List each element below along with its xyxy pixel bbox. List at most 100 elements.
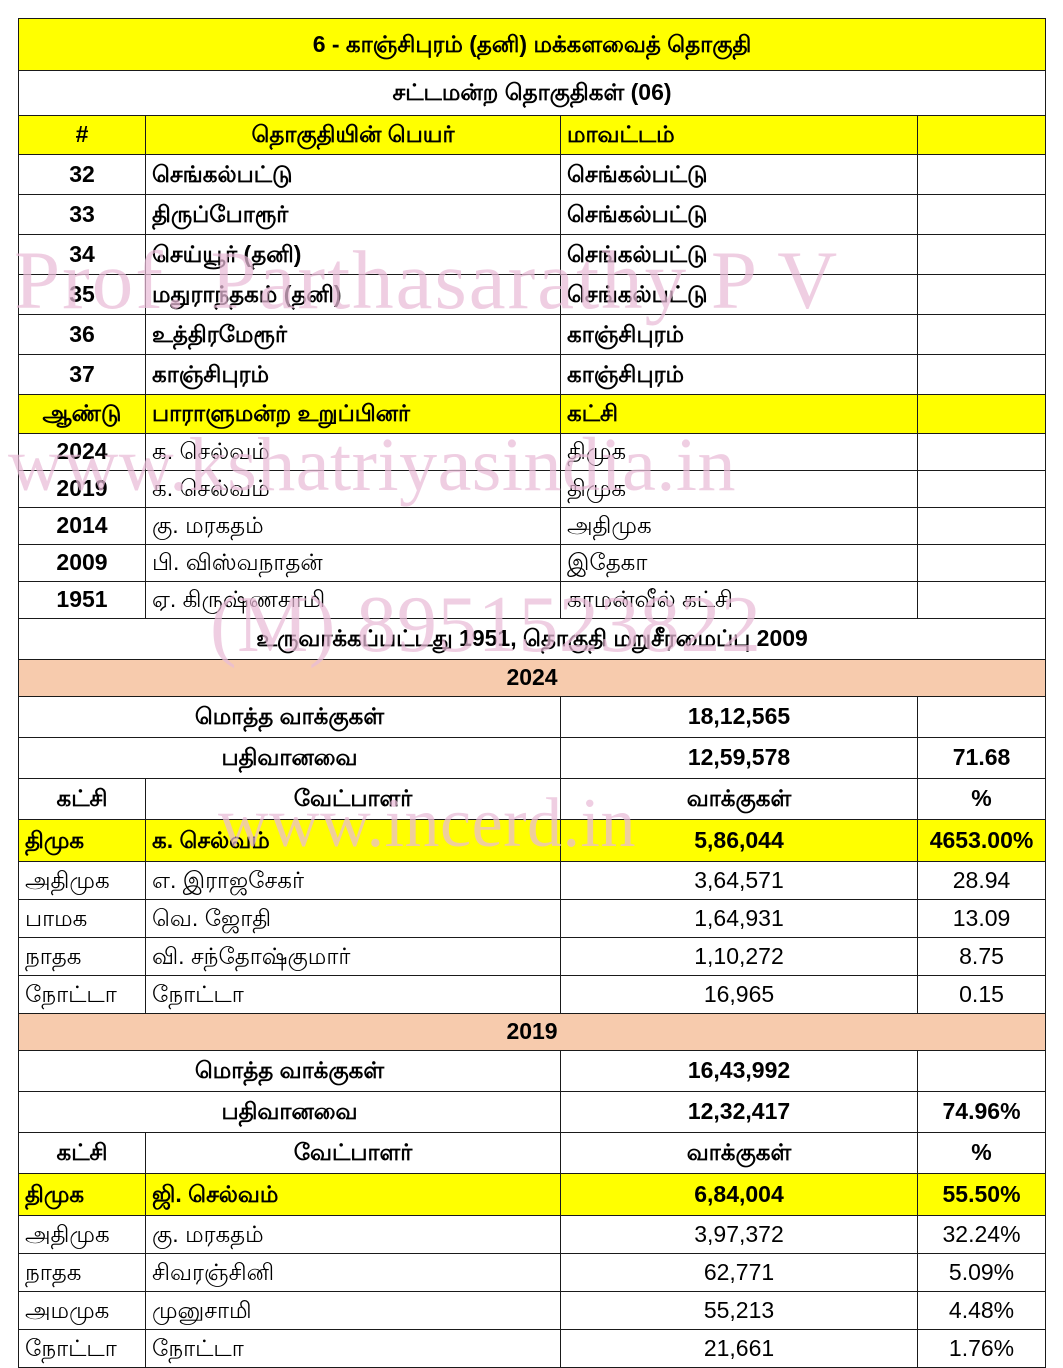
candidate-party: அதிமுக bbox=[18, 861, 146, 900]
mp-name: கு. மரகதம் bbox=[145, 507, 561, 545]
candidate-party: நோட்டா bbox=[18, 975, 146, 1014]
col-header-percent: % bbox=[916, 1132, 1047, 1174]
assembly-constituency-row: 32 செங்கல்பட்டு செங்கல்பட்டு bbox=[18, 154, 1047, 195]
mp-history-row: 1951 ஏ. கிருஷ்ணசாமி காமன்வீல் கட்சி bbox=[18, 581, 1047, 619]
candidate-row: நாதக சிவரஞ்சினி 62,771 5.09% bbox=[18, 1253, 1047, 1292]
ac-number: 34 bbox=[18, 234, 146, 275]
election-year: 2024 bbox=[17, 659, 1047, 697]
mp-party: திமுக bbox=[560, 470, 918, 508]
candidate-row: நாதக வி. சந்தோஷ்குமார் 1,10,272 8.75 bbox=[18, 937, 1047, 976]
ac-name: செங்கல்பட்டு bbox=[145, 154, 561, 195]
formation-note-row: உருவாக்கப்பட்டது 1951, தொகுதி மறுசீரமைப்… bbox=[17, 618, 1047, 660]
mp-history-row: 2019 க. செல்வம் திமுக bbox=[18, 470, 1047, 508]
col-header-member: பாராளுமன்ற உறுப்பினர் bbox=[145, 394, 561, 434]
ac-extra bbox=[916, 354, 1047, 395]
mp-year: 2009 bbox=[18, 544, 146, 582]
candidate-row: அமமுக முனுசாமி 55,213 4.48% bbox=[18, 1291, 1047, 1330]
polled-votes-row: பதிவானவை 12,59,578 71.68 bbox=[18, 737, 1047, 779]
total-votes-pct bbox=[916, 696, 1047, 738]
total-votes-row: மொத்த வாக்குகள் 16,43,992 bbox=[18, 1050, 1047, 1092]
ac-district: செங்கல்பட்டு bbox=[560, 234, 918, 275]
polled-votes-value: 12,59,578 bbox=[560, 737, 918, 779]
candidate-party: அதிமுக bbox=[18, 1215, 146, 1254]
ac-name: காஞ்சிபுரம் bbox=[145, 354, 561, 395]
ac-district: காஞ்சிபுரம் bbox=[560, 354, 918, 395]
col-header-ac-name: தொகுதியின் பெயர் bbox=[145, 115, 561, 155]
mp-extra bbox=[916, 581, 1047, 619]
ac-district: செங்கல்பட்டு bbox=[560, 274, 918, 315]
mp-history-row: 2024 க. செல்வம் திமுக bbox=[18, 433, 1047, 471]
mp-history-row: 2014 கு. மரகதம் அதிமுக bbox=[18, 507, 1047, 545]
ac-district: காஞ்சிபுரம் bbox=[560, 314, 918, 355]
candidate-percent: 1.76% bbox=[916, 1329, 1047, 1368]
candidate-votes: 1,64,931 bbox=[560, 899, 918, 938]
candidate-votes: 62,771 bbox=[560, 1253, 918, 1292]
col-header-percent: % bbox=[916, 778, 1047, 820]
ac-number: 36 bbox=[18, 314, 146, 355]
candidate-row: நோட்டா நோட்டா 21,661 1.76% bbox=[18, 1329, 1047, 1368]
candidate-votes: 3,97,372 bbox=[560, 1215, 918, 1254]
candidate-votes: 21,661 bbox=[560, 1329, 918, 1368]
mp-party: அதிமுக bbox=[560, 507, 918, 545]
polled-votes-pct: 74.96% bbox=[916, 1091, 1047, 1133]
candidate-votes: 6,84,004 bbox=[560, 1173, 918, 1216]
candidate-name: எ. இராஜசேகர் bbox=[145, 861, 561, 900]
total-votes-label: மொத்த வாக்குகள் bbox=[18, 696, 561, 738]
ac-extra bbox=[916, 194, 1047, 235]
candidate-percent: 4653.00% bbox=[916, 819, 1047, 862]
winning-candidate-row: திமுக க. செல்வம் 5,86,044 4653.00% bbox=[18, 819, 1047, 862]
col-header-blank bbox=[916, 115, 1047, 155]
candidate-votes: 5,86,044 bbox=[560, 819, 918, 862]
col-header-party: கட்சி bbox=[18, 1132, 146, 1174]
candidate-party: அமமுக bbox=[18, 1291, 146, 1330]
mp-year: 2019 bbox=[18, 470, 146, 508]
ac-name: மதுராந்தகம் (தனி) bbox=[145, 274, 561, 315]
mp-header-row: ஆண்டு பாராளுமன்ற உறுப்பினர் கட்சி bbox=[18, 394, 1047, 434]
candidate-name: நோட்டா bbox=[145, 975, 561, 1014]
polled-votes-label: பதிவானவை bbox=[18, 737, 561, 779]
page-title: 6 - காஞ்சிபுரம் (தனி) மக்களவைத் தொகுதி bbox=[17, 18, 1047, 71]
mp-year: 2024 bbox=[18, 433, 146, 471]
col-header-votes: வாக்குகள் bbox=[560, 778, 918, 820]
candidate-percent: 55.50% bbox=[916, 1173, 1047, 1216]
candidate-party: நாதக bbox=[18, 937, 146, 976]
ac-number: 32 bbox=[18, 154, 146, 195]
candidate-percent: 28.94 bbox=[916, 861, 1047, 900]
candidate-percent: 13.09 bbox=[916, 899, 1047, 938]
polled-votes-label: பதிவானவை bbox=[18, 1091, 561, 1133]
mp-extra bbox=[916, 507, 1047, 545]
polled-votes-value: 12,32,417 bbox=[560, 1091, 918, 1133]
candidate-party: திமுக bbox=[18, 1173, 146, 1216]
candidate-percent: 0.15 bbox=[916, 975, 1047, 1014]
col-header-year: ஆண்டு bbox=[18, 394, 146, 434]
assembly-constituency-row: 33 திருப்போரூர் செங்கல்பட்டு bbox=[18, 194, 1047, 235]
subtitle-row: சட்டமன்ற தொகுதிகள் (06) bbox=[17, 70, 1047, 116]
candidate-name: ஜி. செல்வம் bbox=[145, 1173, 561, 1216]
mp-history-row: 2009 பி. விஸ்வநாதன் இதேகா bbox=[18, 544, 1047, 582]
col-header-district: மாவட்டம் bbox=[560, 115, 918, 155]
candidate-name: கு. மரகதம் bbox=[145, 1215, 561, 1254]
total-votes-value: 18,12,565 bbox=[560, 696, 918, 738]
col-header-votes: வாக்குகள் bbox=[560, 1132, 918, 1174]
mp-extra bbox=[916, 433, 1047, 471]
ac-name: செய்யூர் (தனி) bbox=[145, 234, 561, 275]
polled-votes-row: பதிவானவை 12,32,417 74.96% bbox=[18, 1091, 1047, 1133]
election-year: 2019 bbox=[17, 1013, 1047, 1051]
col-header-index: # bbox=[18, 115, 146, 155]
assembly-constituency-row: 36 உத்திரமேரூர் காஞ்சிபுரம் bbox=[18, 314, 1047, 355]
col-header-candidate: வேட்பாளர் bbox=[145, 1132, 561, 1174]
mp-party: காமன்வீல் கட்சி bbox=[560, 581, 918, 619]
candidate-name: முனுசாமி bbox=[145, 1291, 561, 1330]
candidate-header-row: கட்சி வேட்பாளர் வாக்குகள்% bbox=[18, 778, 1047, 820]
mp-name: ஏ. கிருஷ்ணசாமி bbox=[145, 581, 561, 619]
candidate-percent: 4.48% bbox=[916, 1291, 1047, 1330]
assembly-constituency-row: 35 மதுராந்தகம் (தனி) செங்கல்பட்டு bbox=[18, 274, 1047, 315]
constituency-fact-table: 6 - காஞ்சிபுரம் (தனி) மக்களவைத் தொகுதி சட… bbox=[17, 18, 1047, 1368]
ac-name: திருப்போரூர் bbox=[145, 194, 561, 235]
ac-number: 35 bbox=[18, 274, 146, 315]
election-year-bar: 2019 bbox=[17, 1013, 1047, 1051]
mp-name: க. செல்வம் bbox=[145, 470, 561, 508]
ac-number: 37 bbox=[18, 354, 146, 395]
candidate-votes: 55,213 bbox=[560, 1291, 918, 1330]
mp-name: பி. விஸ்வநாதன் bbox=[145, 544, 561, 582]
